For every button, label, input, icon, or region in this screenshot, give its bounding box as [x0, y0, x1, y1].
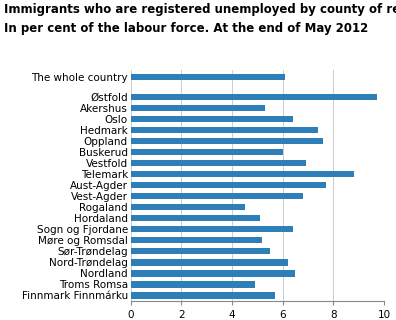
Text: In per cent of the labour force. At the end of May 2012: In per cent of the labour force. At the …	[4, 22, 368, 36]
Bar	[131, 215, 260, 221]
Bar	[131, 160, 306, 166]
Bar	[131, 292, 275, 299]
Bar	[131, 259, 288, 266]
Bar	[131, 116, 293, 122]
Text: Immigrants who are registered unemployed by county of residence.: Immigrants who are registered unemployed…	[4, 3, 396, 16]
Bar	[131, 127, 318, 133]
Bar	[131, 105, 265, 111]
Bar	[131, 204, 245, 211]
Bar	[131, 74, 285, 80]
Bar	[131, 182, 326, 188]
Bar	[131, 226, 293, 232]
Bar	[131, 149, 283, 155]
Bar	[131, 193, 303, 199]
Bar	[131, 248, 270, 254]
Bar	[131, 93, 377, 100]
Bar	[131, 270, 295, 276]
Bar	[131, 138, 323, 144]
Bar	[131, 237, 263, 244]
Bar	[131, 171, 354, 177]
Bar	[131, 281, 255, 288]
